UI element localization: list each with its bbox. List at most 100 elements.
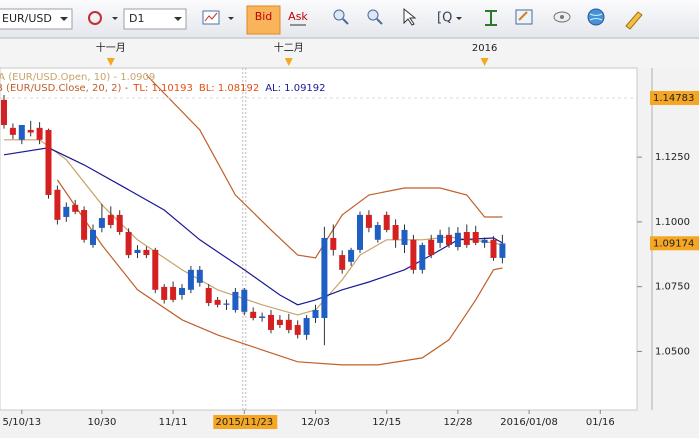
axes: 1.0500 1.0750 1.1000 1.1250 1.14783 1.09174 5/… xyxy=(3,41,699,429)
candle-body xyxy=(428,239,435,256)
candle-body xyxy=(268,314,274,330)
candle-body xyxy=(72,204,79,212)
candle-body xyxy=(401,229,408,245)
price-label-box xyxy=(650,90,699,105)
candle-body xyxy=(36,127,43,140)
period-marker xyxy=(284,58,293,66)
symbol-select[interactable] xyxy=(0,8,73,30)
chart-type-tool[interactable] xyxy=(202,10,234,25)
plot-area xyxy=(0,67,638,411)
x-tick-label: 12/28 xyxy=(443,417,472,428)
highlight-label-bg xyxy=(213,415,278,429)
candle-body xyxy=(161,286,168,300)
period-label: 十二月 xyxy=(274,41,304,54)
legend-item: B (EUR/USD.Close, 20, 2) - xyxy=(0,83,129,94)
objects-tool[interactable] xyxy=(485,10,497,26)
indicator-tool[interactable]: [Q xyxy=(437,11,462,26)
ask-text[interactable]: Ask xyxy=(288,10,308,23)
x-tick-label: 11/11 xyxy=(159,417,188,428)
candle-body xyxy=(348,249,355,262)
crosshair-tool[interactable] xyxy=(88,11,118,25)
ruler-tool[interactable] xyxy=(625,11,643,30)
globe-tool[interactable] xyxy=(587,8,605,26)
bid-text: Bid xyxy=(255,10,273,23)
candle-body xyxy=(285,319,292,330)
view-tool[interactable] xyxy=(553,11,571,23)
time-header xyxy=(0,39,699,68)
properties-tool[interactable] xyxy=(515,9,533,25)
y-tick-label: 1.1000 xyxy=(655,217,690,228)
candle-body xyxy=(1,99,7,125)
candle-body xyxy=(143,249,150,256)
candle-body xyxy=(490,239,497,258)
dropdown-arrow xyxy=(60,17,68,21)
legend-item: BL: 1.08192 xyxy=(199,83,259,94)
timeframe-text: D1 xyxy=(129,12,144,25)
candle-body xyxy=(321,237,328,319)
candle-body xyxy=(152,249,159,290)
x-tick-label: 2015/11/23 xyxy=(215,417,273,428)
candle-body xyxy=(365,214,372,228)
candle-body xyxy=(125,232,132,256)
period-label: 2016 xyxy=(472,43,497,54)
candle-body xyxy=(357,214,363,250)
candle-body xyxy=(294,325,301,335)
symbol-text: EUR/USD xyxy=(2,12,52,25)
timeframe-select[interactable] xyxy=(123,8,187,30)
legend-item: TL: 1.10193 xyxy=(132,83,193,94)
svg-text:[Q: [Q xyxy=(437,11,452,26)
price-label: 1.09174 xyxy=(653,238,694,249)
legend-line: B (EUR/USD.Close, 20, 2) - TL: 1.10193 BL:… xyxy=(0,83,326,94)
candle-body xyxy=(499,243,506,258)
y-tick-label: 1.0500 xyxy=(655,346,690,357)
period-label: 十一月 xyxy=(96,41,126,54)
x-tick-label: 10/30 xyxy=(87,417,116,428)
candle-body xyxy=(410,239,417,270)
legend-item: VA (EUR/USD.Open, 10) - 1.0909 xyxy=(0,72,155,83)
candle-body xyxy=(454,232,461,248)
candle-body xyxy=(134,249,141,253)
candle-body xyxy=(339,255,346,270)
x-tick-label: 01/16 xyxy=(586,417,615,428)
candle-body xyxy=(187,269,194,290)
candle-body xyxy=(18,125,25,140)
zoom-in-tool[interactable] xyxy=(333,9,349,25)
candle-body xyxy=(232,291,239,310)
dropdown-arrow xyxy=(174,17,182,21)
candle-body xyxy=(45,129,52,195)
candle-body xyxy=(437,234,444,243)
candle-body xyxy=(481,239,488,243)
period-marker xyxy=(106,58,115,66)
candle-body xyxy=(107,214,114,226)
x-tick-label: 12/15 xyxy=(372,417,401,428)
candle-body xyxy=(54,189,61,220)
candle-body xyxy=(63,206,70,217)
candle-body xyxy=(419,244,426,270)
period-marker xyxy=(480,58,489,66)
candle-body xyxy=(205,287,212,303)
candle-body xyxy=(303,318,310,335)
price-label-box xyxy=(650,236,699,251)
candle-body xyxy=(250,311,257,319)
candle-body xyxy=(196,269,203,283)
plot xyxy=(0,68,637,410)
indicator-line xyxy=(3,147,503,306)
candle-body xyxy=(223,303,230,305)
price-label: 1.14783 xyxy=(653,93,694,104)
y-tick-label: 1.1250 xyxy=(655,152,690,163)
candle-body xyxy=(463,232,470,245)
candle-body xyxy=(446,234,452,245)
toolbar: EUR/USD D1 Bid Ask [Q xyxy=(0,0,699,39)
cursor-tool[interactable] xyxy=(403,7,417,26)
candle-body xyxy=(259,316,266,319)
bid-button[interactable] xyxy=(246,5,281,35)
y-tick-label: 1.0750 xyxy=(655,282,690,293)
zoom-out-tool[interactable] xyxy=(367,9,383,25)
legend-line: VA (EUR/USD.Open, 10) - 1.0909 xyxy=(0,72,155,83)
indicator-line xyxy=(145,74,503,259)
candle-body xyxy=(116,214,123,233)
legend-item: AL: 1.09192 xyxy=(265,83,325,94)
candle-body xyxy=(276,319,283,326)
